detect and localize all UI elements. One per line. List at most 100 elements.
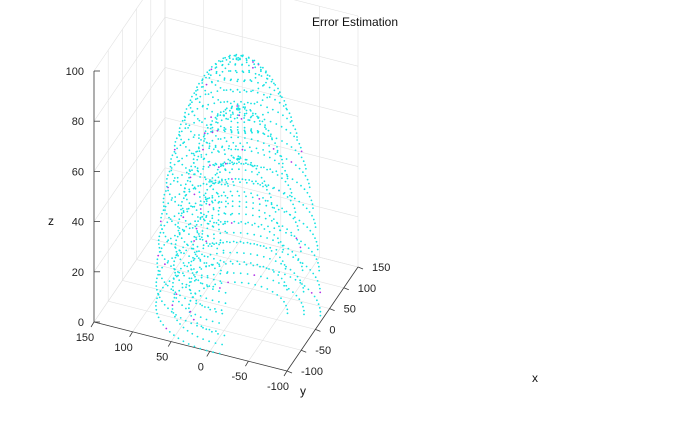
data-point — [173, 215, 176, 218]
data-point — [200, 156, 203, 158]
data-point — [217, 138, 220, 140]
data-point — [281, 158, 283, 161]
data-point — [261, 182, 264, 185]
data-point — [166, 261, 169, 264]
data-point — [207, 235, 209, 238]
data-point — [224, 67, 227, 70]
data-point — [277, 111, 279, 114]
data-point — [251, 180, 254, 183]
data-point — [243, 117, 246, 119]
data-point — [171, 197, 174, 199]
data-point — [182, 272, 184, 275]
data-point — [239, 181, 241, 184]
data-point — [245, 162, 247, 165]
data-point — [174, 315, 176, 318]
data-point — [208, 181, 211, 183]
data-point — [174, 152, 177, 155]
data-point — [211, 217, 214, 220]
data-point — [228, 145, 231, 147]
data-point — [163, 193, 166, 196]
data-point — [223, 137, 226, 139]
data-point — [210, 66, 213, 68]
data-point — [208, 147, 211, 150]
data-point — [277, 92, 280, 95]
data-point — [266, 74, 269, 76]
data-point — [264, 126, 266, 129]
data-point — [200, 276, 203, 279]
data-point — [288, 112, 291, 115]
data-point — [232, 272, 235, 274]
data-point — [211, 242, 214, 245]
data-point — [236, 158, 238, 161]
data-point — [200, 154, 203, 156]
data-point — [185, 307, 187, 310]
data-point — [229, 190, 232, 193]
data-point — [245, 195, 247, 198]
data-point — [199, 260, 202, 262]
data-point — [291, 250, 294, 253]
data-point — [268, 230, 271, 233]
data-point — [196, 89, 199, 91]
data-point — [223, 115, 225, 117]
data-point — [254, 112, 257, 115]
data-point — [173, 293, 176, 296]
data-point — [279, 256, 281, 259]
data-point — [207, 306, 210, 309]
data-point — [175, 293, 178, 295]
data-point — [232, 231, 235, 234]
data-point — [211, 130, 214, 133]
data-point — [202, 338, 205, 340]
data-point — [266, 237, 268, 239]
data-point — [312, 233, 314, 236]
data-point — [196, 158, 199, 161]
data-point — [265, 128, 267, 130]
data-point — [199, 295, 202, 297]
data-point — [263, 212, 266, 214]
data-point — [179, 323, 181, 325]
data-point — [198, 119, 201, 122]
data-point — [189, 176, 192, 179]
data-point — [257, 152, 259, 154]
floor-gridline — [209, 247, 282, 352]
data-point — [224, 230, 227, 233]
data-point — [267, 135, 269, 138]
data-point — [244, 222, 247, 225]
floor-gridline — [108, 300, 302, 351]
data-point — [266, 96, 269, 99]
data-point — [298, 142, 301, 145]
data-point — [260, 176, 263, 179]
data-point — [274, 211, 277, 213]
data-point — [275, 123, 278, 125]
data-point — [193, 114, 196, 117]
data-point — [229, 162, 231, 165]
data-point — [202, 165, 205, 168]
data-point — [229, 241, 231, 244]
data-point — [213, 182, 216, 185]
data-point — [199, 184, 202, 187]
data-point — [185, 225, 188, 228]
data-point — [212, 263, 214, 266]
data-point — [294, 278, 297, 281]
data-point — [200, 204, 203, 207]
data-point — [248, 119, 251, 122]
data-point — [173, 179, 175, 182]
data-point — [211, 139, 214, 142]
data-point — [198, 101, 201, 104]
data-point — [268, 268, 270, 270]
data-point — [210, 184, 213, 187]
data-point — [281, 260, 284, 262]
data-point — [281, 140, 283, 142]
data-point — [243, 80, 246, 83]
data-point — [237, 155, 240, 158]
z-axis-label: z — [48, 214, 54, 228]
data-point — [218, 265, 221, 267]
data-point — [195, 302, 198, 305]
data-point — [179, 258, 182, 261]
data-point — [195, 250, 198, 253]
data-point — [214, 179, 217, 182]
data-point — [295, 294, 298, 297]
data-point — [223, 334, 226, 337]
data-point — [168, 216, 170, 219]
data-point — [214, 199, 217, 202]
data-point — [276, 294, 279, 296]
